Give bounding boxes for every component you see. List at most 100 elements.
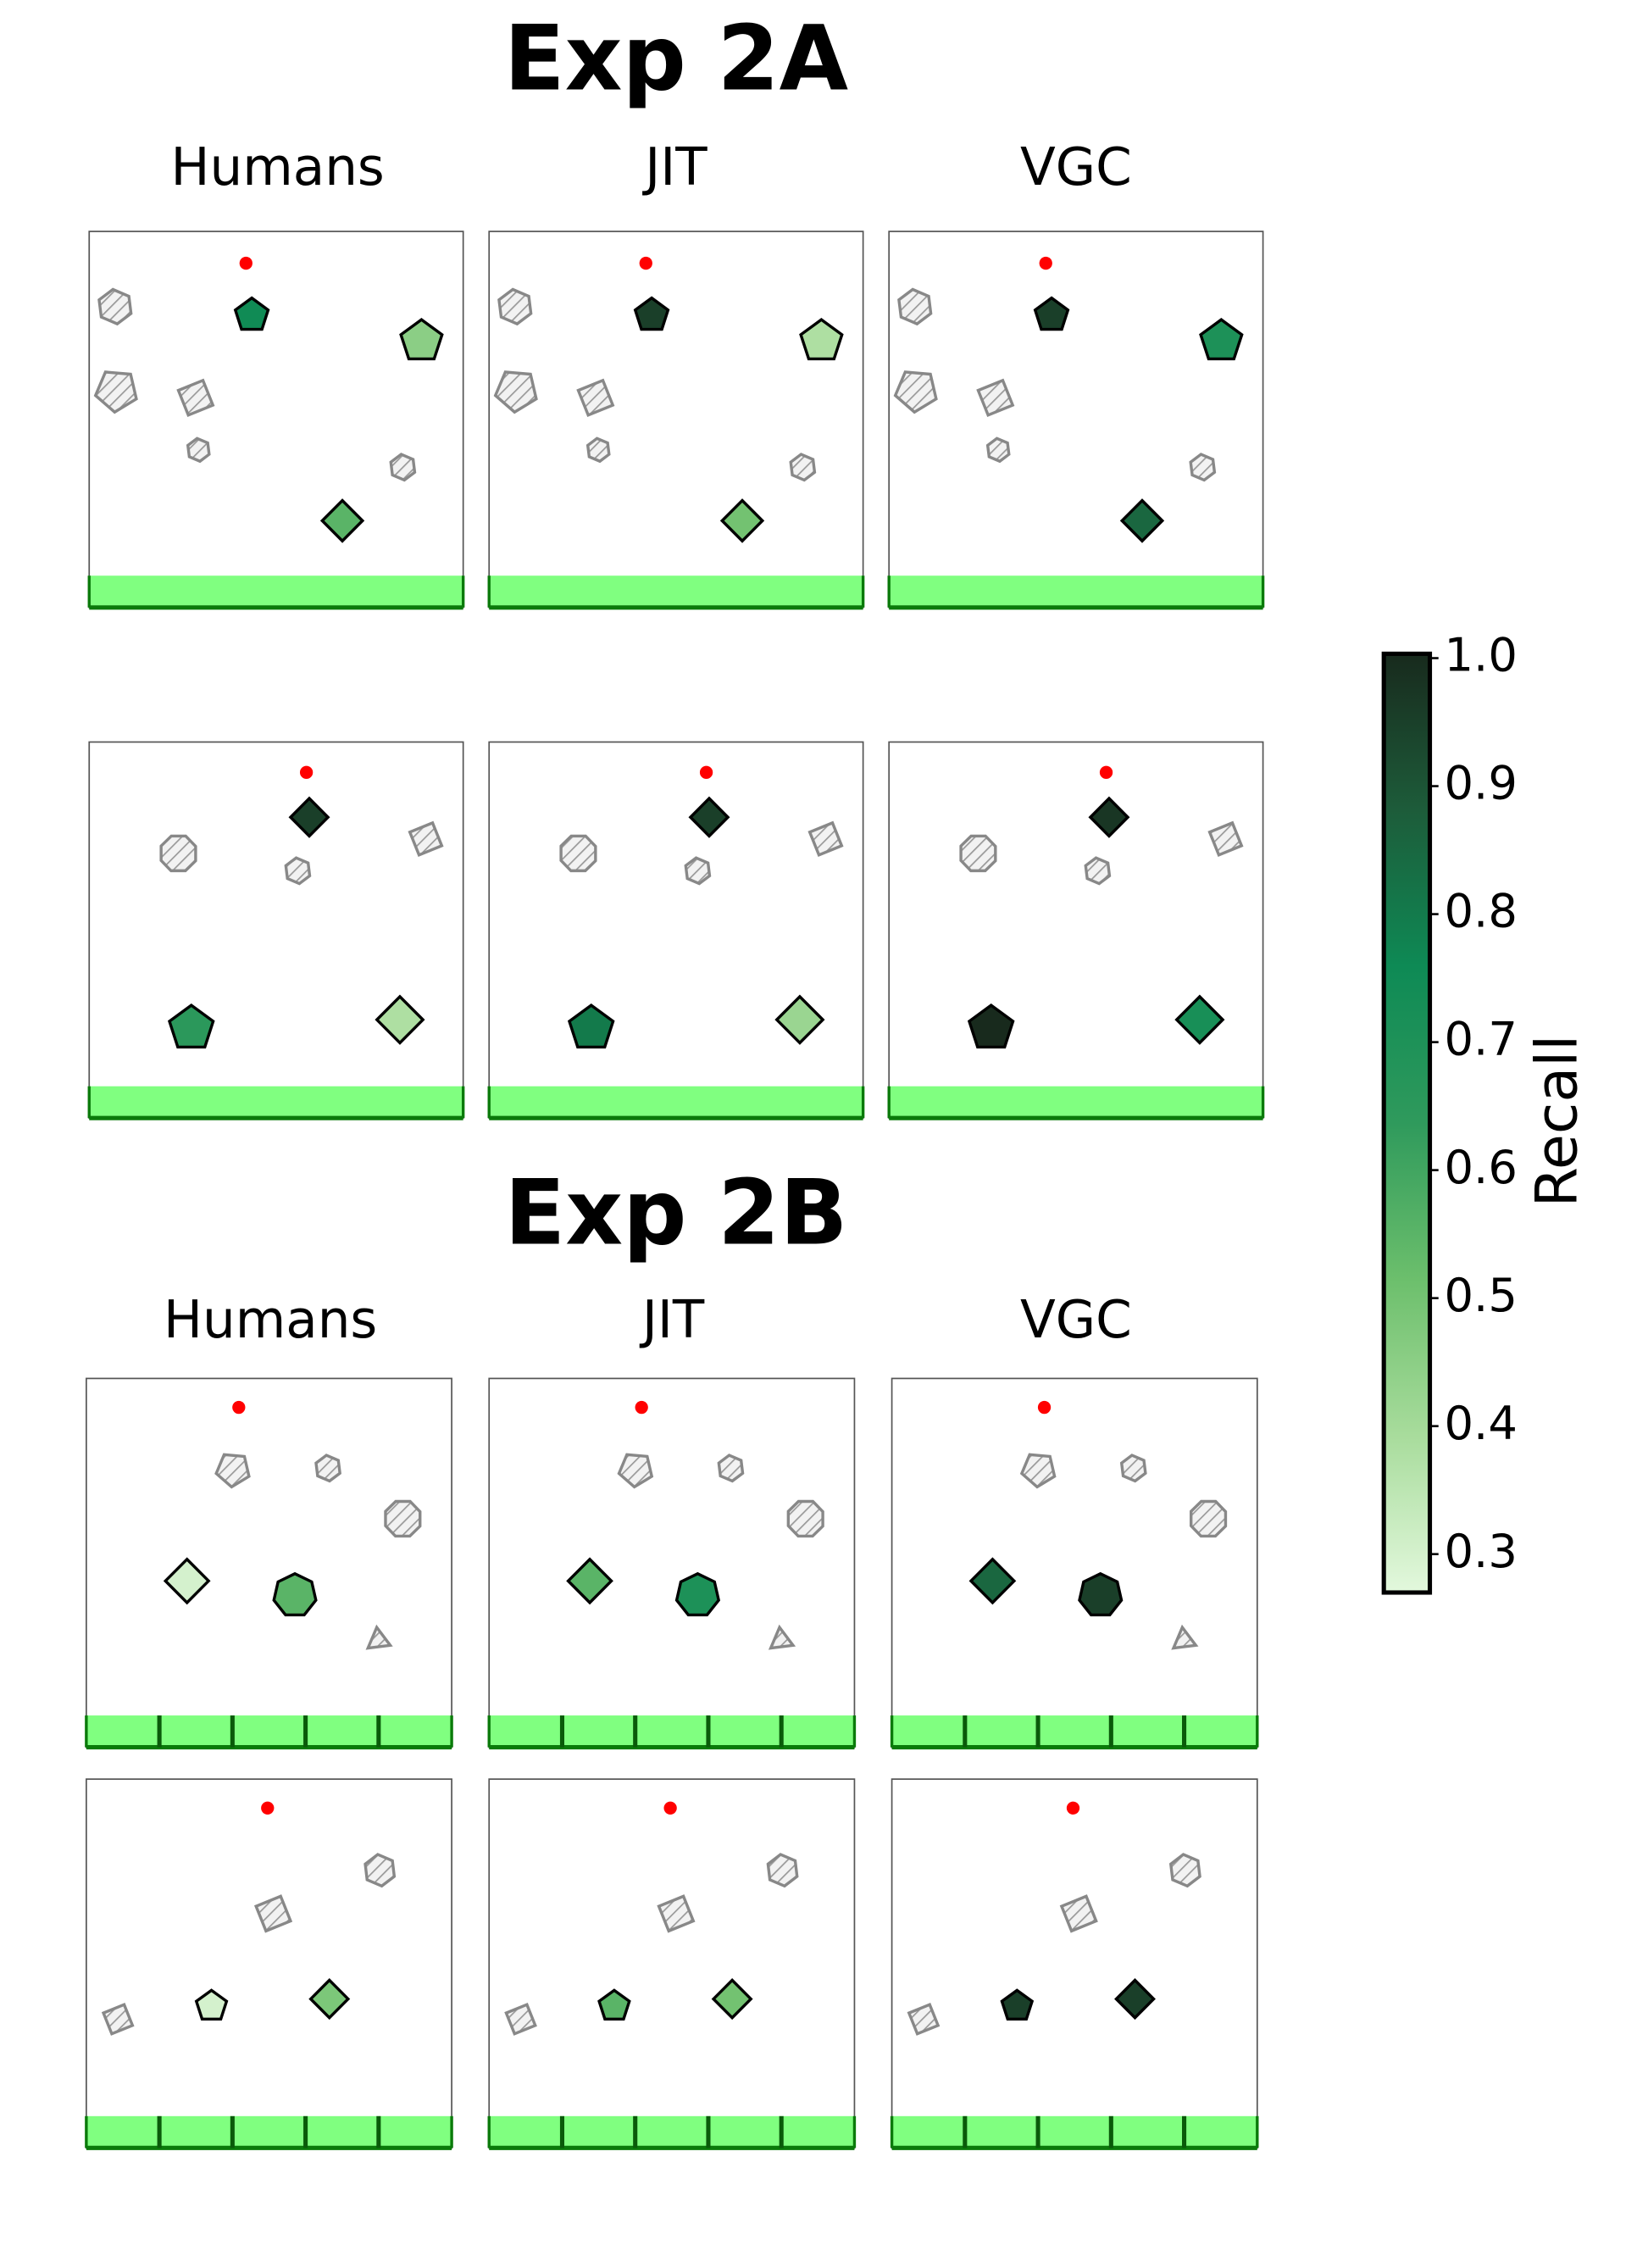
colorbar-tick-label: 0.8 bbox=[1445, 884, 1518, 938]
distractor-object bbox=[789, 453, 817, 482]
goal-bar bbox=[489, 1086, 863, 1119]
target-object bbox=[233, 296, 270, 331]
distractor-object bbox=[1168, 1853, 1201, 1888]
distractor-object bbox=[365, 1624, 393, 1650]
section-title: Exp 2B bbox=[504, 1160, 847, 1265]
target-object bbox=[308, 1977, 351, 2021]
target-object bbox=[272, 1571, 318, 1617]
distractor-object bbox=[576, 378, 615, 418]
start-dot bbox=[1066, 1801, 1080, 1815]
distractor-object bbox=[363, 1853, 397, 1888]
start-dot bbox=[639, 256, 652, 270]
panel-frame bbox=[488, 231, 864, 609]
colorbar-tick-label: 0.6 bbox=[1445, 1140, 1518, 1194]
target-object bbox=[319, 498, 365, 543]
goal-bar bbox=[89, 575, 463, 608]
distractor-object bbox=[976, 378, 1015, 418]
target-object bbox=[967, 1003, 1015, 1049]
panel-frame bbox=[888, 231, 1264, 609]
goal-bar bbox=[891, 2115, 1257, 2148]
distractor-object bbox=[1190, 1499, 1228, 1538]
scene-panel bbox=[487, 1377, 857, 1750]
distractor-object bbox=[284, 856, 312, 886]
start-dot bbox=[239, 256, 252, 270]
scene-panel bbox=[487, 1778, 857, 2150]
goal-bar bbox=[891, 1715, 1257, 1748]
column-label: VGC bbox=[1020, 1290, 1132, 1350]
column-label: VGC bbox=[1020, 137, 1132, 197]
distractor-object bbox=[159, 834, 197, 873]
target-object bbox=[968, 1557, 1017, 1605]
goal-bar bbox=[89, 1086, 463, 1119]
distractor-object bbox=[1119, 1454, 1147, 1483]
column-label: JIT bbox=[641, 137, 708, 197]
goal-bar bbox=[489, 2115, 855, 2148]
panel-frame bbox=[86, 1377, 452, 1748]
goal-bar bbox=[489, 575, 863, 608]
colorbar-tick-label: 0.7 bbox=[1445, 1012, 1518, 1066]
colorbar-tick-label: 0.5 bbox=[1445, 1268, 1518, 1322]
distractor-object bbox=[389, 453, 417, 482]
distractor-object bbox=[176, 378, 215, 418]
distractor-object bbox=[766, 1853, 799, 1888]
goal-bar bbox=[86, 1715, 452, 1748]
colorbar-tick-label: 1.0 bbox=[1445, 628, 1518, 682]
distractor-object bbox=[684, 856, 712, 886]
panel-frame bbox=[488, 1778, 856, 2149]
distractor-object bbox=[101, 2003, 135, 2036]
target-object bbox=[711, 1977, 753, 2021]
start-dot bbox=[1039, 256, 1052, 270]
start-dot bbox=[663, 1801, 677, 1815]
target-object bbox=[719, 498, 765, 543]
distractor-object bbox=[314, 1454, 341, 1483]
distractor-object bbox=[617, 1453, 654, 1489]
colorbar-tick-label: 0.4 bbox=[1445, 1396, 1518, 1450]
panel-frame bbox=[86, 1778, 452, 2149]
distractor-object bbox=[214, 1453, 251, 1489]
target-object bbox=[597, 1988, 631, 2021]
colorbar-tick-label: 0.9 bbox=[1445, 756, 1518, 810]
distractor-object bbox=[717, 1454, 745, 1483]
start-dot bbox=[699, 765, 713, 780]
colorbar-tick-label: 0.3 bbox=[1445, 1524, 1518, 1578]
distractor-object bbox=[493, 370, 538, 414]
target-object bbox=[288, 796, 330, 838]
target-object bbox=[1078, 1571, 1124, 1617]
distractor-object bbox=[93, 370, 138, 414]
target-object bbox=[163, 1557, 211, 1605]
distractor-object bbox=[1084, 856, 1112, 886]
scene-panel bbox=[85, 1778, 453, 2150]
distractor-object bbox=[907, 2003, 941, 2036]
distractor-object bbox=[559, 834, 597, 873]
scene-panel bbox=[87, 231, 465, 610]
distractor-object bbox=[253, 1894, 293, 1933]
distractor-object bbox=[1059, 1894, 1098, 1933]
target-object bbox=[774, 994, 825, 1045]
scene-panel bbox=[887, 741, 1265, 1120]
distractor-object bbox=[408, 820, 444, 858]
panel-frame bbox=[488, 741, 864, 1120]
scene-panel bbox=[890, 1377, 1259, 1750]
start-dot bbox=[299, 765, 314, 780]
distractor-object bbox=[97, 287, 133, 326]
scene-panel bbox=[87, 741, 465, 1120]
goal-bar bbox=[489, 1715, 855, 1748]
target-object bbox=[1114, 1977, 1156, 2021]
target-object bbox=[1033, 296, 1070, 331]
target-object bbox=[167, 1003, 215, 1049]
distractor-object bbox=[1171, 1624, 1199, 1650]
colorbar bbox=[1381, 651, 1433, 1595]
column-label: Humans bbox=[171, 137, 385, 197]
panel-frame bbox=[88, 741, 464, 1120]
target-object bbox=[674, 1571, 721, 1617]
distractor-object bbox=[497, 287, 533, 326]
distractor-object bbox=[768, 1624, 796, 1650]
distractor-object bbox=[786, 1499, 824, 1538]
distractor-object bbox=[959, 834, 997, 873]
target-object bbox=[1119, 498, 1165, 543]
start-dot bbox=[1037, 1400, 1052, 1415]
colorbar-label: Recall bbox=[1524, 1035, 1591, 1208]
goal-bar bbox=[889, 575, 1263, 608]
start-dot bbox=[635, 1400, 648, 1415]
